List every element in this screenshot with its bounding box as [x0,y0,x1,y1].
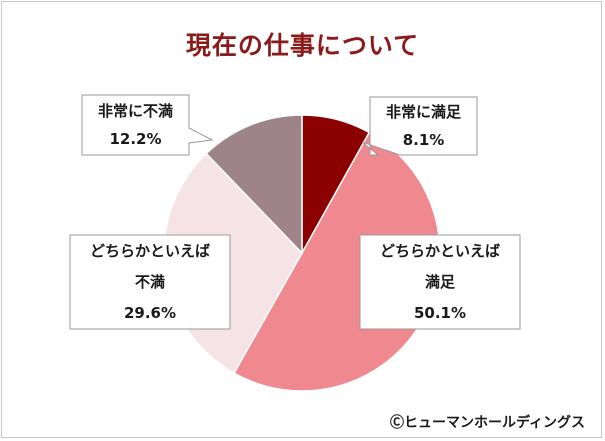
slice-label-4: 非常に不満 12.2% [82,97,189,153]
slice-label-2: どちらかといえば 満足 50.1% [360,236,520,329]
pie-slice-4 [205,114,303,255]
slice-value-label: 50.1% [413,303,467,322]
slice-label-line: 非常に満足 [385,103,461,121]
slice-label-line: 非常に不満 [97,102,173,120]
slice-value-label: 29.6% [123,303,177,322]
slice-label-line: どちらかといえば [379,241,500,260]
chart-title: 現在の仕事について [185,31,420,60]
callout-box-2 [359,234,521,330]
callout-box-1 [361,96,478,156]
callout-box-4 [81,94,214,156]
slice-label-line: 不満 [134,272,165,291]
slice-label-line: 満足 [424,272,455,291]
slice-value-label: 12.2% [109,130,162,148]
slice-label-1: 非常に満足 8.1% [370,98,477,154]
slice-label-line: どちらかといえば [89,241,210,260]
slice-value-label: 8.1% [402,131,445,149]
slice-label-3: どちらかといえば 不満 29.6% [70,236,230,329]
copyright-text: Ⓒヒューマンホールディングス [389,415,585,431]
callout-box-3 [69,234,231,330]
